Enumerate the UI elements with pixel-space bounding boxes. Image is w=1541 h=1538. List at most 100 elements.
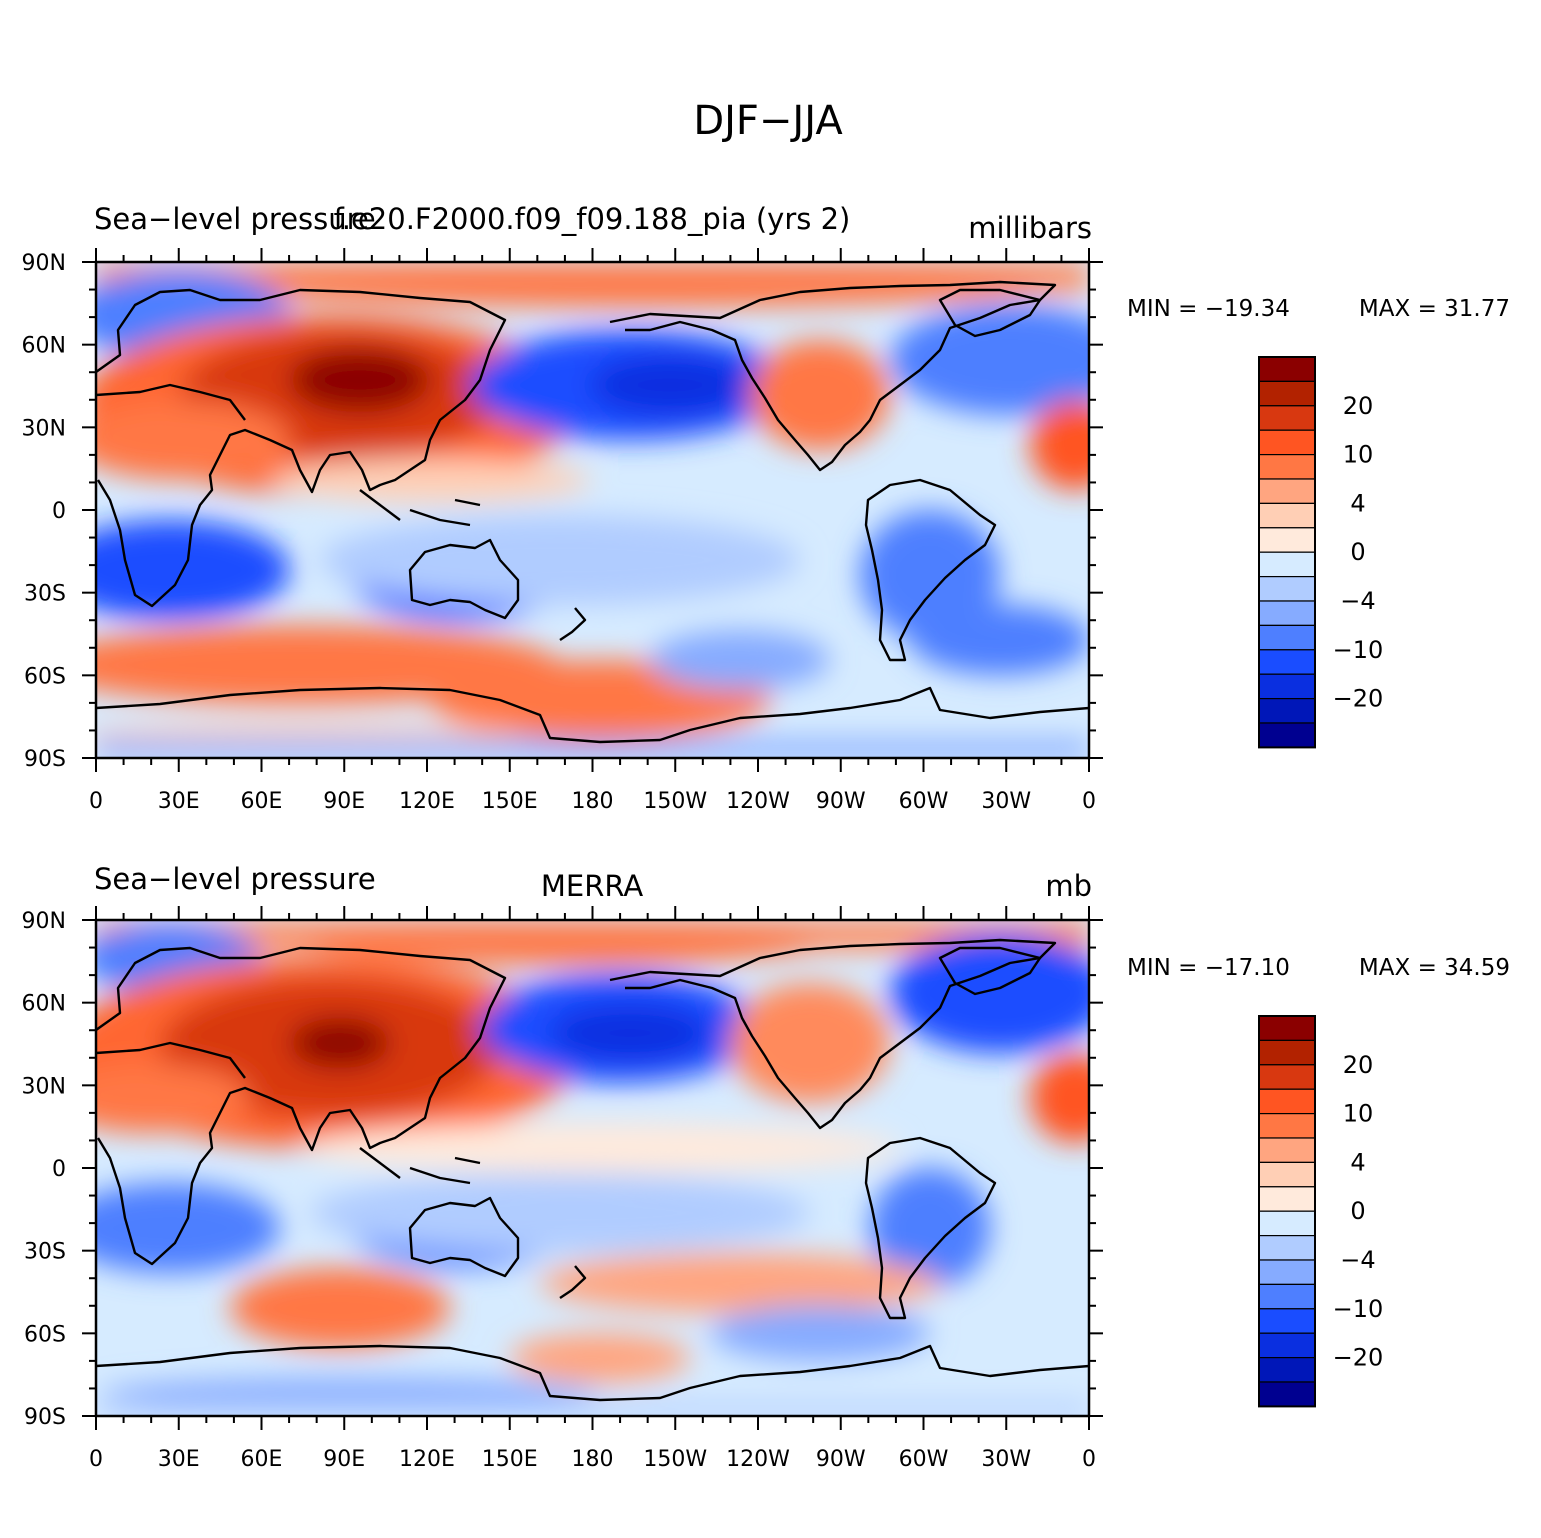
x-tick-label: 90E [323, 1447, 365, 1472]
panel-center-title: MERRA [541, 869, 643, 903]
min-label: MIN = −17.10 [1127, 955, 1290, 981]
colorbar-swatch [1258, 1186, 1316, 1212]
colorbar-label: −20 [1333, 1344, 1384, 1372]
y-tick-label: 0 [52, 499, 66, 524]
x-tick-label: 90W [816, 789, 866, 814]
panel-right-title: millibars [968, 211, 1092, 245]
x-tick-label: 0 [1082, 789, 1096, 814]
x-tick-label: 30E [158, 1447, 200, 1472]
colorbar-frame [1258, 356, 1316, 749]
colorbar-swatch [1258, 1088, 1316, 1115]
x-tick-label: 150W [643, 789, 707, 814]
colorbar-swatch [1258, 624, 1316, 651]
colorbar-swatch [1258, 1283, 1316, 1310]
panel-right-title: mb [1045, 869, 1092, 903]
y-tick-label: 90N [22, 251, 66, 276]
colorbar-label: −20 [1333, 685, 1384, 713]
y-tick-label: 60S [24, 1322, 66, 1347]
colorbar-label: 10 [1343, 1100, 1374, 1128]
x-tick-label: 90W [816, 1447, 866, 1472]
x-tick-label: 120W [726, 1447, 790, 1472]
colorbar-swatch [1258, 1015, 1316, 1041]
x-tick-label: 150W [643, 1447, 707, 1472]
contour-field [96, 262, 1089, 758]
panel-center-title: f.e20.F2000.f09_f09.188_pia (yrs 2) [334, 202, 851, 236]
max-label: MAX = 34.59 [1359, 955, 1510, 981]
colorbar-swatch [1258, 600, 1316, 626]
colorbar-swatch [1258, 649, 1316, 675]
panel-model: Sea−level pressure f.e20.F2000.f09_f09.1… [22, 202, 1510, 814]
colorbar-swatch [1258, 527, 1316, 553]
x-tick-label: 0 [89, 789, 103, 814]
colorbar-label: −10 [1333, 636, 1384, 664]
colorbar-swatch [1258, 429, 1316, 456]
x-tick-label: 120W [726, 789, 790, 814]
x-tick-label: 0 [89, 1447, 103, 1472]
colorbar-label: 20 [1343, 1051, 1374, 1079]
colorbar-swatch [1258, 405, 1316, 431]
colorbar-swatch [1258, 697, 1316, 724]
colorbar-label: 4 [1350, 1148, 1365, 1176]
colorbar-label: 20 [1343, 392, 1374, 420]
figure-title: DJF−JJA [693, 98, 843, 144]
colorbar-swatch [1258, 380, 1316, 407]
colorbar-label: 10 [1343, 441, 1374, 469]
x-tick-label: 0 [1082, 1447, 1096, 1472]
colorbar: 20 10 4 0 −4 −10 −20 [1258, 356, 1384, 749]
x-tick-label: 60E [241, 1447, 283, 1472]
colorbar: 20 10 4 0 −4 −10 −20 [1258, 1015, 1384, 1408]
colorbar-swatch [1258, 1161, 1316, 1188]
x-tick-label: 30W [981, 1447, 1031, 1472]
y-tick-label: 0 [52, 1157, 66, 1182]
colorbar-swatch [1258, 1308, 1316, 1334]
colorbar-swatch [1258, 1112, 1316, 1139]
colorbar-label: −4 [1340, 1246, 1375, 1274]
colorbar-frame [1258, 1015, 1316, 1408]
y-tick-label: 60N [22, 334, 66, 359]
y-tick-label: 60N [22, 992, 66, 1017]
x-tick-label: 60W [899, 789, 949, 814]
colorbar-label: −4 [1340, 587, 1375, 615]
colorbar-label: 0 [1350, 1197, 1365, 1225]
colorbar-swatch [1258, 673, 1316, 700]
x-tick-label: 120E [399, 1447, 455, 1472]
x-tick-label: 30W [981, 789, 1031, 814]
x-tick-label: 90E [323, 789, 365, 814]
y-tick-label: 30S [24, 1240, 66, 1265]
colorbar-swatch [1258, 551, 1316, 578]
y-tick-label: 30N [22, 416, 66, 441]
y-tick-label: 90S [24, 1405, 66, 1430]
x-tick-label: 180 [572, 1447, 614, 1472]
x-tick-label: 180 [572, 789, 614, 814]
colorbar-swatch [1258, 454, 1316, 480]
y-tick-label: 30N [22, 1074, 66, 1099]
x-tick-label: 120E [399, 789, 455, 814]
colorbar-swatch [1258, 502, 1316, 529]
max-label: MAX = 31.77 [1359, 296, 1510, 322]
colorbar-swatch [1258, 1210, 1316, 1237]
colorbar-label: 0 [1350, 538, 1365, 566]
colorbar-swatch [1258, 722, 1316, 748]
x-tick-label: 150E [482, 1447, 538, 1472]
colorbar-swatch [1258, 356, 1316, 382]
x-tick-label: 60W [899, 1447, 949, 1472]
colorbar-label: 4 [1350, 489, 1365, 517]
y-tick-label: 30S [24, 582, 66, 607]
colorbar-swatch [1258, 1064, 1316, 1090]
colorbar-swatch [1258, 1137, 1316, 1163]
colorbar-swatch [1258, 1039, 1316, 1066]
y-tick-label: 90S [24, 747, 66, 772]
axis-ticks: 0 30E 60E 90E 120E 150E 180 150W 120W 90W 60W 30W 09… [22, 906, 1103, 1472]
colorbar-swatch [1258, 1381, 1316, 1407]
y-tick-label: 60S [24, 664, 66, 689]
colorbar-swatch [1258, 575, 1316, 602]
colorbar-swatch [1258, 1259, 1316, 1285]
x-tick-label: 60E [241, 789, 283, 814]
panel-left-title: Sea−level pressure [94, 862, 376, 896]
colorbar-swatch [1258, 1332, 1316, 1359]
panel-left-title: Sea−level pressure [94, 202, 376, 236]
min-label: MIN = −19.34 [1127, 296, 1290, 322]
contour-field [96, 920, 1089, 1416]
colorbar-swatch [1258, 478, 1316, 504]
